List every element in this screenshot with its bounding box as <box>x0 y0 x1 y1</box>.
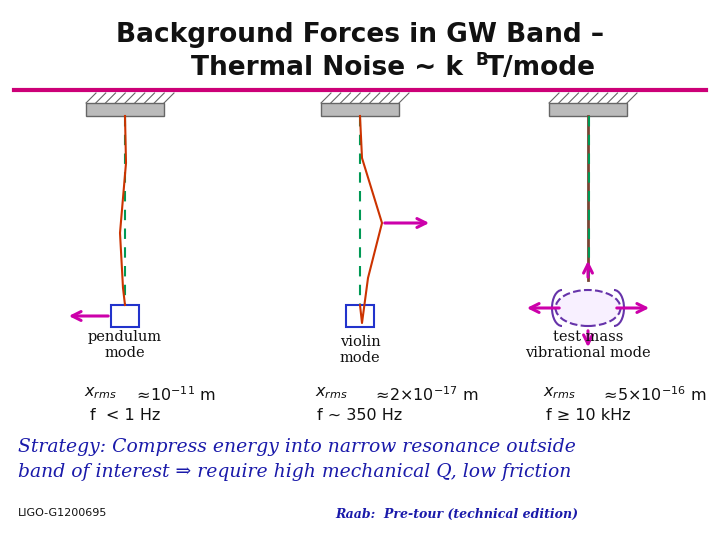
Text: band of interest ⇒ require high mechanical Q, low friction: band of interest ⇒ require high mechanic… <box>18 463 572 481</box>
FancyBboxPatch shape <box>86 103 164 116</box>
Bar <box>346 305 374 327</box>
Text: f ~ 350 Hz: f ~ 350 Hz <box>318 408 402 423</box>
Text: f  < 1 Hz: f < 1 Hz <box>90 408 160 423</box>
Text: LIGO-G1200695: LIGO-G1200695 <box>18 508 107 518</box>
FancyBboxPatch shape <box>549 103 627 116</box>
Text: pendulum
mode: pendulum mode <box>88 330 162 360</box>
Text: f ≥ 10 kHz: f ≥ 10 kHz <box>546 408 630 423</box>
Text: $\approx\!10^{-11}$ m: $\approx\!10^{-11}$ m <box>133 385 216 404</box>
Text: Background Forces in GW Band –: Background Forces in GW Band – <box>116 22 604 48</box>
Text: $\approx\!5{\times}10^{-16}$ m: $\approx\!5{\times}10^{-16}$ m <box>600 385 706 404</box>
Text: Strategy: Compress energy into narrow resonance outside: Strategy: Compress energy into narrow re… <box>18 438 576 456</box>
Text: $x_{rms}$: $x_{rms}$ <box>84 385 117 401</box>
Text: Raab:  Pre-tour (technical edition): Raab: Pre-tour (technical edition) <box>335 508 578 521</box>
Text: B: B <box>475 51 488 69</box>
Text: Thermal Noise ~ k: Thermal Noise ~ k <box>191 55 463 81</box>
Text: violin
mode: violin mode <box>340 335 380 365</box>
Bar <box>111 305 139 327</box>
Ellipse shape <box>556 290 621 326</box>
Text: $x_{rms}$: $x_{rms}$ <box>543 385 576 401</box>
Text: $x_{rms}$: $x_{rms}$ <box>315 385 348 401</box>
FancyBboxPatch shape <box>321 103 399 116</box>
Text: test mass
vibrational mode: test mass vibrational mode <box>525 330 651 360</box>
Text: $\approx\!2{\times}10^{-17}$ m: $\approx\!2{\times}10^{-17}$ m <box>372 385 479 404</box>
Text: T/mode: T/mode <box>486 55 596 81</box>
